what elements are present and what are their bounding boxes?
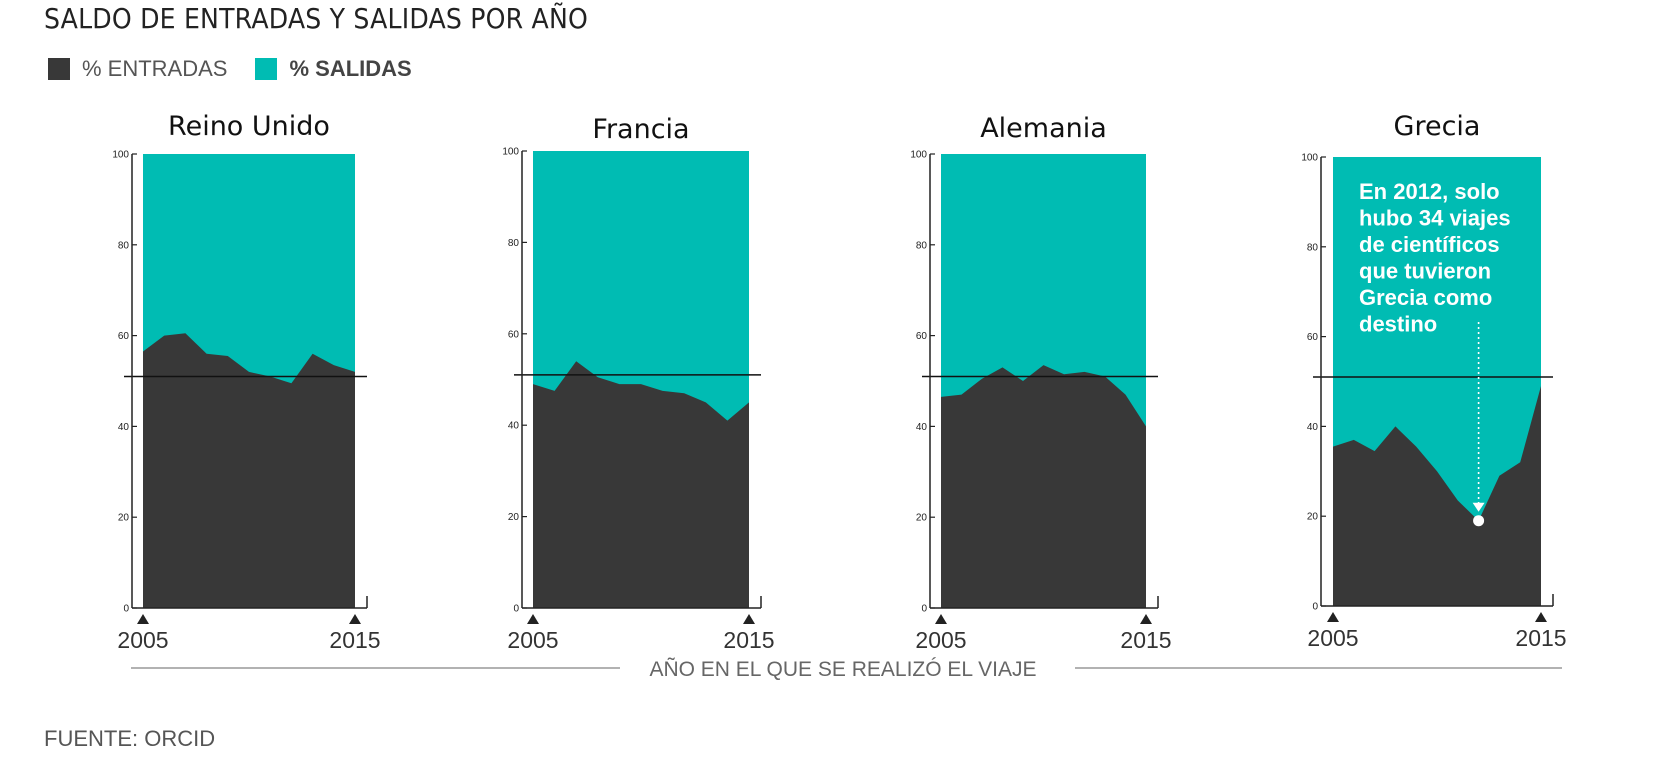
legend-swatch-salidas bbox=[255, 58, 278, 80]
annotation-line: que tuvieron bbox=[1359, 259, 1491, 284]
y-tick-label: 60 bbox=[916, 331, 928, 342]
annotation-text: En 2012, solo hubo 34 viajes de científico… bbox=[1359, 179, 1511, 337]
x-tick-marker bbox=[1535, 612, 1547, 622]
x-tick-label: 2005 bbox=[507, 627, 558, 653]
x-tick-marker bbox=[743, 614, 755, 624]
y-tick-label: 60 bbox=[508, 329, 520, 340]
chart-panel-2: Francia 0 20 40 60 80 100 2005 2015 bbox=[502, 114, 774, 653]
y-tick-label: 80 bbox=[118, 240, 130, 251]
y-tick-label: 60 bbox=[1307, 332, 1319, 343]
legend-item-entradas: % ENTRADAS bbox=[48, 56, 227, 82]
y-tick-label: 0 bbox=[123, 604, 129, 615]
x-tick-label: 2005 bbox=[1307, 625, 1358, 651]
legend-label-salidas: % SALIDAS bbox=[289, 56, 412, 81]
annotation-line: hubo 34 viajes bbox=[1359, 206, 1511, 231]
source-note: FUENTE: ORCID bbox=[44, 726, 216, 751]
chart-title: SALDO DE ENTRADAS Y SALIDAS POR AÑO bbox=[44, 2, 588, 35]
annotation-line: En 2012, solo bbox=[1359, 179, 1500, 204]
y-tick-label: 20 bbox=[1307, 512, 1319, 523]
x-tick-marker bbox=[935, 614, 947, 624]
x-tick-label: 2015 bbox=[723, 627, 774, 653]
y-tick-label: 40 bbox=[916, 422, 928, 433]
legend: % ENTRADAS % SALIDAS bbox=[48, 56, 440, 82]
annotation-line: destino bbox=[1359, 312, 1437, 337]
annotation-arrowhead bbox=[1472, 502, 1485, 512]
panel-title: Francia bbox=[592, 114, 689, 145]
y-tick-label: 0 bbox=[513, 604, 519, 615]
y-tick-label: 40 bbox=[118, 422, 130, 433]
y-tick-label: 20 bbox=[118, 513, 130, 524]
y-tick-label: 80 bbox=[508, 238, 520, 249]
x-tick-label: 2005 bbox=[915, 627, 966, 653]
panel-title: Grecia bbox=[1394, 111, 1481, 142]
y-tick-label: 60 bbox=[118, 331, 130, 342]
y-tick-label: 100 bbox=[1301, 153, 1318, 164]
x-tick-label: 2015 bbox=[1515, 625, 1566, 651]
y-tick-label: 100 bbox=[502, 147, 519, 158]
y-tick-label: 100 bbox=[112, 150, 129, 161]
y-tick-label: 40 bbox=[508, 421, 520, 432]
y-tick-label: 80 bbox=[1307, 242, 1319, 253]
x-tick-marker bbox=[1327, 612, 1339, 622]
entradas-area bbox=[143, 333, 355, 608]
annotation-line: Grecia como bbox=[1359, 285, 1492, 310]
y-tick-label: 20 bbox=[508, 512, 520, 523]
x-tick-marker bbox=[1140, 614, 1152, 624]
chart-panel-1: Reino Unido 0 20 40 60 80 100 2005 2015 bbox=[112, 111, 380, 653]
x-tick-marker bbox=[527, 614, 539, 624]
legend-label-entradas: % ENTRADAS bbox=[82, 56, 228, 81]
x-tick-marker bbox=[349, 614, 361, 624]
panel-title: Reino Unido bbox=[168, 111, 330, 142]
x-tick-label: 2015 bbox=[1120, 627, 1171, 653]
x-axis-caption: AÑO EN EL QUE SE REALIZÓ EL VIAJE bbox=[649, 657, 1036, 681]
chart-panel-4: Grecia 0 20 40 60 80 100 2005 2015 En 2012, solo h… bbox=[1301, 111, 1566, 651]
legend-item-salidas: % SALIDAS bbox=[255, 56, 412, 82]
y-tick-label: 40 bbox=[1307, 422, 1319, 433]
annotation-line: de científicos bbox=[1359, 232, 1500, 257]
y-tick-label: 0 bbox=[921, 604, 927, 615]
x-tick-label: 2015 bbox=[329, 627, 380, 653]
entradas-area bbox=[941, 365, 1146, 608]
y-tick-label: 20 bbox=[916, 513, 928, 524]
legend-swatch-entradas bbox=[48, 58, 70, 80]
y-tick-label: 80 bbox=[916, 240, 928, 251]
x-tick-label: 2005 bbox=[117, 627, 168, 653]
annotation-marker bbox=[1473, 515, 1485, 527]
panel-title: Alemania bbox=[980, 113, 1107, 144]
y-tick-label: 100 bbox=[910, 150, 927, 161]
y-tick-label: 0 bbox=[1312, 602, 1318, 613]
chart-panel-3: Alemania 0 20 40 60 80 100 2005 2015 bbox=[910, 113, 1171, 653]
entradas-area bbox=[1333, 386, 1541, 606]
x-tick-marker bbox=[137, 614, 149, 624]
entradas-area bbox=[533, 361, 749, 608]
